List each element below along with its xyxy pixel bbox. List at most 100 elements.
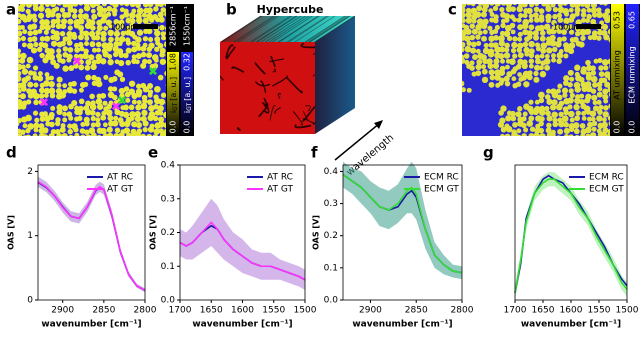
cell	[470, 47, 477, 54]
cell	[544, 53, 550, 59]
x-tick-label: 1650	[200, 306, 223, 316]
cell	[602, 93, 609, 100]
cell	[590, 4, 598, 9]
cell	[22, 17, 29, 23]
cell	[580, 133, 586, 136]
line	[37, 181, 146, 292]
cell	[100, 58, 107, 65]
cell	[117, 71, 124, 78]
cell	[18, 70, 22, 77]
cell	[516, 5, 523, 13]
cell	[602, 111, 609, 118]
cell	[153, 128, 160, 135]
cell	[101, 7, 108, 13]
stripe	[310, 15, 351, 43]
cell	[579, 4, 586, 7]
cell	[517, 72, 522, 77]
cell	[522, 22, 529, 30]
cell	[603, 4, 608, 6]
chart: d 0 1 2 2900 2850 2800 wavenumber [cm⁻¹] OAS [V]…	[6, 144, 157, 330]
y-tick-label: 0.2	[324, 231, 338, 241]
cell	[80, 121, 86, 127]
cell	[609, 18, 610, 22]
cell	[91, 80, 97, 86]
cell	[43, 80, 50, 87]
cell	[556, 94, 563, 101]
colorbar-max: 1.08	[169, 53, 178, 71]
cell	[546, 98, 553, 105]
symbol: i	[183, 111, 192, 113]
cell	[569, 126, 575, 133]
cell	[79, 87, 84, 93]
colorbar-label: 2856cm⁻¹	[169, 6, 178, 46]
cell	[567, 69, 574, 76]
cell	[76, 109, 83, 116]
cell	[102, 133, 109, 136]
cell	[66, 30, 73, 38]
cell	[62, 117, 68, 123]
cell	[590, 65, 596, 72]
stripe	[279, 15, 320, 43]
cell	[88, 127, 96, 135]
cell	[117, 97, 124, 104]
cell	[42, 111, 48, 117]
cell	[67, 128, 73, 135]
crack	[300, 42, 315, 49]
cell	[557, 83, 563, 89]
cell	[53, 62, 60, 69]
cell	[492, 28, 499, 34]
cell	[129, 115, 135, 121]
cell	[66, 86, 74, 94]
cell	[551, 91, 559, 99]
cell	[563, 109, 569, 116]
cell	[552, 13, 558, 20]
cell	[505, 64, 510, 70]
cell	[498, 69, 506, 76]
cell	[481, 68, 488, 75]
y-tick-label: 0.1	[324, 263, 338, 273]
cell	[597, 109, 603, 115]
cell	[500, 105, 507, 112]
cell	[90, 115, 96, 122]
cell	[165, 78, 166, 80]
legend-label: ECM RC	[589, 173, 624, 183]
cell	[568, 48, 575, 55]
cell	[20, 64, 26, 70]
cell	[125, 17, 132, 24]
cell	[89, 103, 97, 111]
cell	[31, 13, 37, 19]
cell	[42, 57, 49, 64]
cell	[481, 6, 488, 13]
cell	[38, 87, 45, 94]
cell	[20, 129, 26, 135]
cell	[521, 4, 528, 8]
cell	[89, 41, 96, 48]
cell	[19, 57, 26, 64]
y-tick-label: 1	[27, 231, 33, 241]
cell	[77, 17, 85, 25]
cell	[159, 132, 166, 136]
colorbar	[611, 4, 624, 136]
cell	[38, 123, 45, 129]
cell	[32, 110, 39, 116]
cell	[498, 80, 504, 86]
cell	[466, 40, 472, 47]
cell	[130, 18, 136, 24]
cell	[33, 99, 39, 106]
cell	[102, 100, 108, 106]
cell	[482, 29, 488, 35]
chart: g 1700 1650 1600 1550 1500 wavenumber [cm⁻¹] EC…	[483, 144, 639, 330]
cell	[551, 111, 558, 118]
cell	[125, 97, 131, 103]
cell	[106, 5, 113, 12]
cell	[556, 88, 561, 94]
cell	[607, 74, 610, 81]
colorbar-label: 1550cm⁻¹	[183, 6, 192, 46]
cell	[511, 76, 517, 82]
cell	[140, 115, 147, 122]
cell	[50, 23, 56, 29]
cell	[113, 30, 121, 37]
cell	[96, 24, 103, 32]
cell	[62, 46, 69, 52]
cell	[157, 11, 164, 18]
